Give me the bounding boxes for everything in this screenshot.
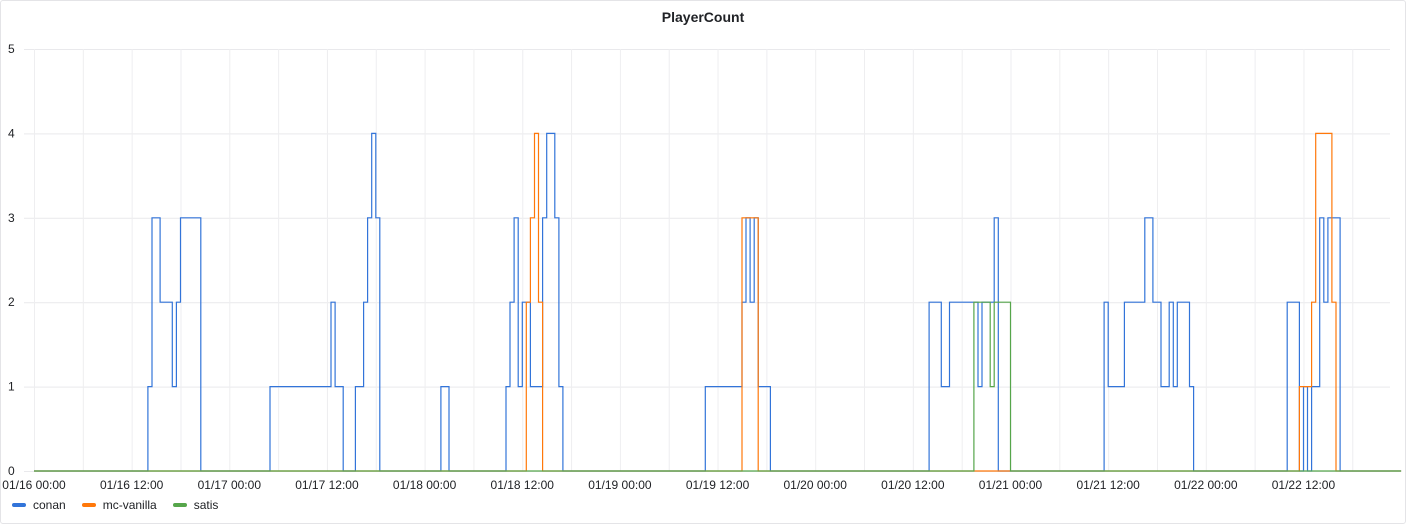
x-tick-label: 01/19 12:00 [686, 478, 750, 492]
series-line-conan [34, 132, 1402, 472]
y-tick-label: 1 [8, 380, 15, 394]
series-line-mc-vanilla [34, 132, 1402, 472]
x-tick-label: 01/18 00:00 [393, 478, 457, 492]
legend-label: satis [193, 498, 219, 512]
x-tick-label: 01/16 00:00 [2, 478, 66, 492]
x-tick-label: 01/21 12:00 [1076, 478, 1140, 492]
legend-swatch [81, 503, 96, 507]
legend-label: mc-vanilla [102, 498, 157, 512]
x-tick-label: 01/17 12:00 [295, 478, 359, 492]
x-tick-label: 01/18 12:00 [491, 478, 555, 492]
legend-swatch [172, 503, 187, 507]
legend-swatch [12, 503, 26, 507]
legend-item-satis[interactable]: satis [172, 498, 219, 512]
x-tick-label: 01/22 12:00 [1272, 478, 1336, 492]
legend-item-mc-vanilla[interactable]: mc-vanilla [81, 498, 157, 512]
x-tick-label: 01/17 00:00 [198, 478, 262, 492]
series-line-satis [34, 301, 1402, 472]
legend-label: conan [33, 498, 66, 512]
y-tick-label: 2 [8, 295, 15, 309]
y-tick-label: 5 [8, 42, 15, 56]
y-tick-label: 3 [8, 211, 15, 225]
chart-legend: conan mc-vanilla satis [12, 498, 218, 512]
x-tick-label: 01/19 00:00 [588, 478, 652, 492]
x-tick-label: 01/22 00:00 [1174, 478, 1238, 492]
x-tick-label: 01/20 12:00 [881, 478, 945, 492]
x-tick-label: 01/16 12:00 [100, 478, 164, 492]
legend-item-conan[interactable]: conan [12, 498, 66, 512]
chart-title: PlayerCount [661, 9, 745, 25]
x-tick-label: 01/21 00:00 [979, 478, 1043, 492]
y-tick-label: 0 [8, 464, 15, 478]
y-tick-label: 4 [8, 126, 15, 140]
x-tick-label: 01/20 00:00 [783, 478, 847, 492]
